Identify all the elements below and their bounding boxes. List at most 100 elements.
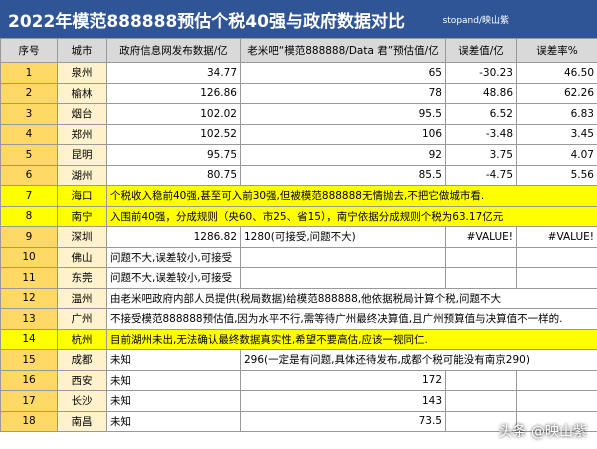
row-number: 10 [0,246,58,268]
city: 昆明 [57,144,107,166]
row-number: 17 [0,390,58,412]
cell: 由老米吧政府内部人员提供(税局数据)给模范888888,他依据税局计算个税,问题… [106,287,597,309]
row-number: 14 [0,328,58,350]
cell: 问题不大,误差较小,可接受 [106,246,241,268]
row-number: 8 [0,205,58,227]
cell: 34.77 [106,62,241,84]
cell: 78 [240,82,446,104]
cell: 5.56 [516,164,597,186]
row-number: 16 [0,369,58,391]
row-number: 4 [0,123,58,145]
city: 郑州 [57,123,107,145]
cell: 296(一定是有问题,具体还待发布,成都个税可能没有南京290) [240,349,597,371]
cell: -30.23 [445,62,517,84]
city: 南宁 [57,205,107,227]
cell: 73.5 [240,410,446,432]
data-row: 4 郑州 102.52 106 -3.48 3.45 [0,123,597,145]
row-number: 13 [0,308,58,330]
row-number: 5 [0,144,58,166]
column-header: 误差值/亿 [445,38,517,63]
cell: -3.48 [445,123,517,145]
column-header: 序号 [0,38,58,63]
cell: 4.07 [516,144,597,166]
cell: 未知 [106,369,241,391]
cell: 目前湖州未出,无法确认最终数据真实性,希望不要高估,应该一视同仁. [106,328,597,350]
cell: 102.02 [106,103,241,125]
cell: 95.5 [240,103,446,125]
city: 泉州 [57,62,107,84]
cell: 3.75 [445,144,517,166]
row-number: 11 [0,267,58,289]
city: 广州 [57,308,107,330]
cell: 6.52 [445,103,517,125]
cell: 102.52 [106,123,241,145]
city: 佛山 [57,246,107,268]
city: 西安 [57,369,107,391]
empty-cell [445,390,517,412]
column-header: 城市 [57,38,107,63]
cell: 入围前40强，分成规则（央60、市25、省15），南宁依据分成规则个税为63.1… [106,205,597,227]
cell: 143 [240,390,446,412]
row-number: 3 [0,103,58,125]
cell: 92 [240,144,446,166]
cell: #VALUE! [516,226,597,248]
data-row: 16 西安 未知 172 [0,369,597,391]
data-row: 6 湖州 80.75 85.5 -4.75 5.56 [0,164,597,186]
cell: 1280(可接受,问题不大) [240,226,446,248]
cell: 62.26 [516,82,597,104]
cell: 未知 [106,349,241,371]
cell: 6.83 [516,103,597,125]
city: 成都 [57,349,107,371]
city: 杭州 [57,328,107,350]
data-row: 10 佛山 问题不大,误差较小,可接受 [0,246,597,268]
city: 湖州 [57,164,107,186]
column-header: 误差率% [516,38,597,63]
empty-cell [240,267,446,289]
column-header: 政府信息网发布数据/亿 [106,38,241,63]
cell: 未知 [106,410,241,432]
row-number: 1 [0,62,58,84]
cell: 1286.82 [106,226,241,248]
city: 东莞 [57,267,107,289]
title: 2022年模范888888预估个税40强与政府数据对比 [8,11,405,32]
cell: 48.86 [445,82,517,104]
data-row: 8 南宁 入围前40强，分成规则（央60、市25、省15），南宁依据分成规则个税为6… [0,205,597,227]
cell: 106 [240,123,446,145]
cell: 46.50 [516,62,597,84]
data-row: 2 榆林 126.86 78 48.86 62.26 [0,82,597,104]
row-number: 2 [0,82,58,104]
city: 烟台 [57,103,107,125]
empty-cell [516,246,597,268]
title-bar: 2022年模范888888预估个税40强与政府数据对比 stopand/映山紫 [0,0,597,38]
cell: -4.75 [445,164,517,186]
cell: 172 [240,369,446,391]
row-number: 15 [0,349,58,371]
cell: 未知 [106,390,241,412]
cell: 126.86 [106,82,241,104]
cell: 个税收入稳前40强,甚至可入前30强,但被模范888888无情抛去,不把它做城市… [106,185,597,207]
data-row: 14 杭州 目前湖州未出,无法确认最终数据真实性,希望不要高估,应该一视同仁. [0,328,597,350]
city: 榆林 [57,82,107,104]
data-row: 1 泉州 34.77 65 -30.23 46.50 [0,62,597,84]
empty-cell [240,246,446,268]
cell: 95.75 [106,144,241,166]
credit: stopand/映山紫 [442,15,509,26]
row-number: 9 [0,226,58,248]
row-number: 7 [0,185,58,207]
data-row: 9 深圳 1286.82 1280(可接受,问题不大) #VALUE! #VALUE! [0,226,597,248]
cell: 80.75 [106,164,241,186]
empty-cell [516,390,597,412]
empty-cell [445,246,517,268]
empty-cell [516,267,597,289]
empty-cell [445,369,517,391]
cell: 65 [240,62,446,84]
row-number: 18 [0,410,58,432]
city: 温州 [57,287,107,309]
city: 海口 [57,185,107,207]
data-row: 3 烟台 102.02 95.5 6.52 6.83 [0,103,597,125]
row-number: 6 [0,164,58,186]
data-row: 13 广州 不接受模范888888预估值,因为水平不行,需等待广州最终决算值,且广州… [0,308,597,330]
data-row: 17 长沙 未知 143 [0,390,597,412]
data-row: 15 成都 未知 296(一定是有问题,具体还待发布,成都个税可能没有南京290) [0,349,597,371]
